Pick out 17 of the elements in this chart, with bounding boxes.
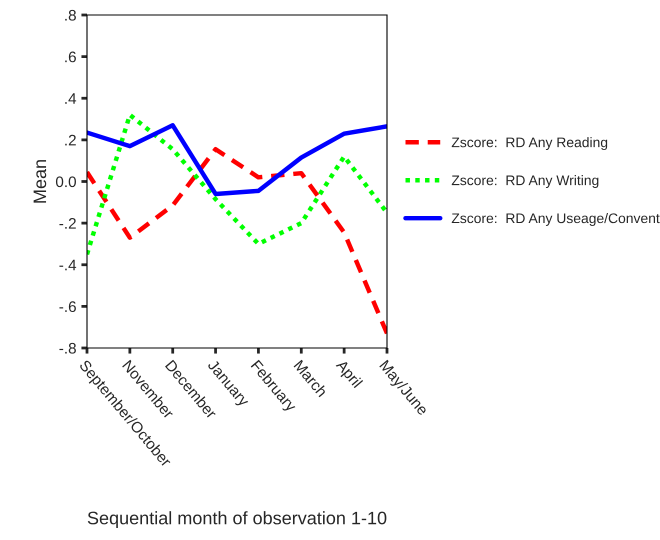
y-tick-label: -.2 xyxy=(59,218,76,229)
y-tick-label: -.6 xyxy=(59,301,76,312)
line-series xyxy=(87,123,387,196)
line-series xyxy=(87,147,387,336)
legend-label: Zscore: RD Any Useage/Convent xyxy=(452,212,660,226)
y-axis-title: Mean xyxy=(34,160,46,203)
legend-label: Zscore: RD Any Writing xyxy=(452,175,598,188)
legend-label: Zscore: RD Any Reading xyxy=(452,137,608,150)
y-tick-label: -.4 xyxy=(59,260,76,270)
y-tick-label: .8 xyxy=(65,10,76,21)
line-series xyxy=(87,112,387,257)
y-tick-label: 0.0 xyxy=(56,176,76,188)
y-tick-label: -.8 xyxy=(59,342,76,354)
x-axis-title: Sequential month of observation 1-10 xyxy=(88,511,386,528)
y-tick-label: .6 xyxy=(65,51,76,62)
y-tick-label: .4 xyxy=(65,93,76,104)
y-tick-label: .2 xyxy=(65,134,76,146)
